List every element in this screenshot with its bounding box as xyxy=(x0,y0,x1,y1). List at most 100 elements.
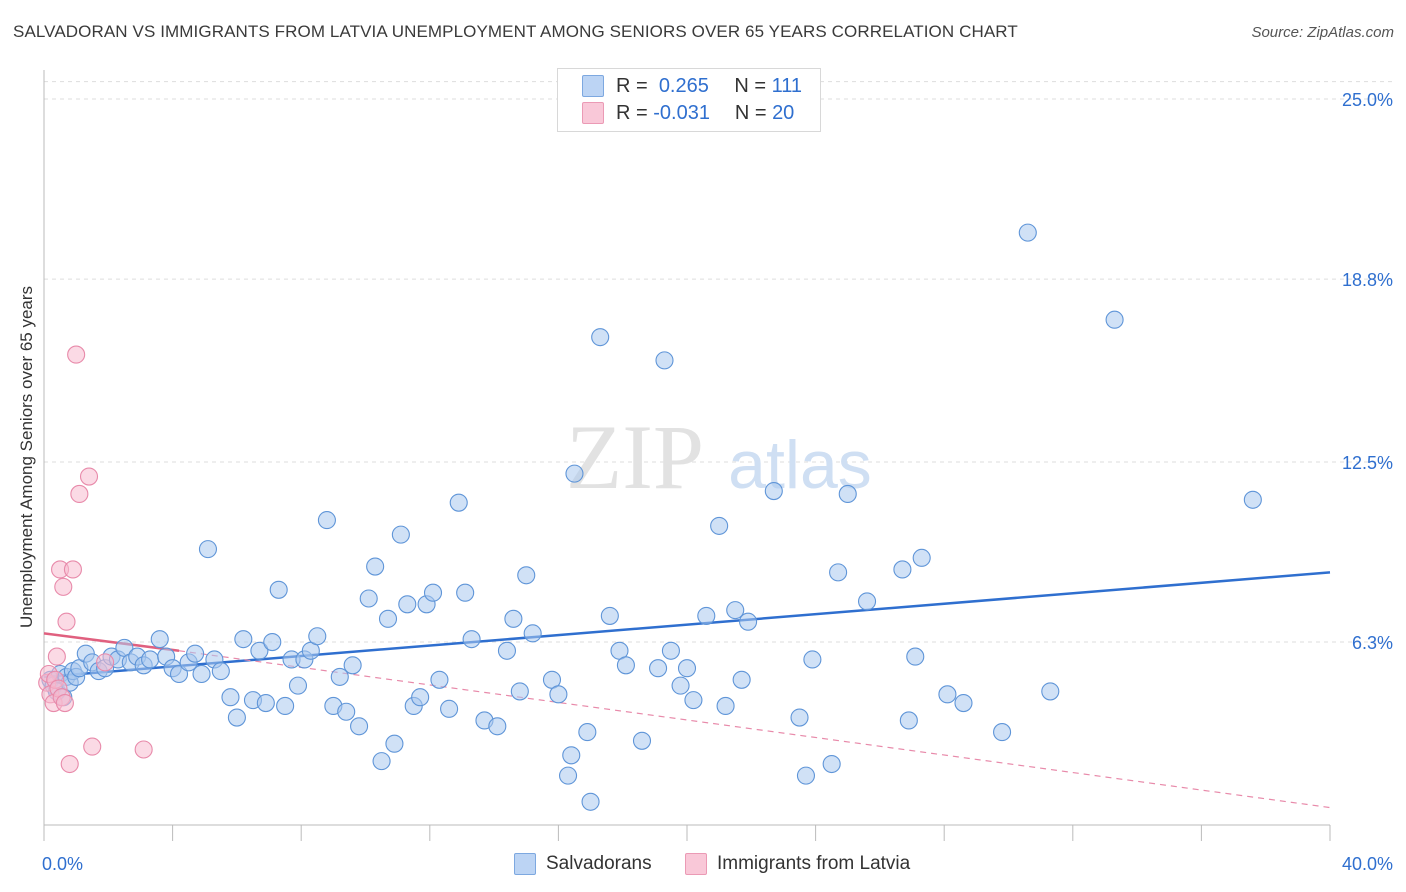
salvadoran-point-79 xyxy=(578,723,597,742)
latvia-point-19 xyxy=(134,740,153,759)
axes xyxy=(43,70,1331,841)
series-label-latvia: Immigrants from Latvia xyxy=(717,853,911,874)
salvadoran-point-103 xyxy=(829,563,848,582)
legend-r-value: -0.031 xyxy=(653,101,710,124)
salvadoran-point-20 xyxy=(141,650,160,669)
salvadoran-point-116 xyxy=(1243,490,1262,509)
latvia-point-11 xyxy=(57,612,76,631)
chart-source: Source: ZipAtlas.com xyxy=(1251,24,1394,41)
legend-row-salvadorans: R = 0.265 N = 111 xyxy=(582,73,802,99)
legend-n-value: 20 xyxy=(772,101,795,124)
salvadoran-point-70 xyxy=(504,609,523,628)
legend-r-label: R = xyxy=(616,74,648,97)
latvia-point-15 xyxy=(70,484,89,504)
salvadoran-point-88 xyxy=(661,641,680,660)
legend-swatch-latvia xyxy=(582,102,604,124)
salvadoran-point-94 xyxy=(716,696,735,715)
x-tick-label-max: 40.0% xyxy=(1342,854,1393,874)
latvia-point-14 xyxy=(67,345,86,364)
salvadoran-point-92 xyxy=(697,606,716,625)
salvadoran-point-84 xyxy=(616,656,635,675)
salvadoran-point-77 xyxy=(562,746,581,765)
salvadoran-point-57 xyxy=(398,595,417,614)
salvadoran-point-47 xyxy=(330,667,349,686)
series-legend-latvia: Immigrants from Latvia xyxy=(685,851,910,877)
salvadoran-point-87 xyxy=(655,351,674,370)
salvadoran-point-33 xyxy=(234,630,253,649)
salvadoran-point-82 xyxy=(600,606,619,625)
salvadoran-point-90 xyxy=(677,659,697,678)
salvadoran-point-97 xyxy=(739,612,758,631)
salvadoran-point-112 xyxy=(993,723,1012,742)
salvadoran-point-63 xyxy=(440,699,459,718)
series-legend-salvadorans: Salvadorans xyxy=(514,851,652,877)
salvadoran-point-55 xyxy=(385,734,404,753)
y-tick-label: 18.8% xyxy=(1342,270,1393,290)
salvadoran-point-101 xyxy=(803,650,822,669)
salvadoran-point-31 xyxy=(221,688,240,707)
salvadoran-point-99 xyxy=(790,708,809,727)
salvadoran-point-36 xyxy=(256,693,275,713)
salvadoran-point-80 xyxy=(581,792,600,811)
y-tick-label: 6.3% xyxy=(1352,633,1393,653)
legend-n-label: N = xyxy=(734,101,767,124)
salvadoran-point-114 xyxy=(1041,682,1060,701)
legend-n-label: N = xyxy=(734,74,767,97)
salvadoran-point-51 xyxy=(359,589,378,608)
salvadoran-point-86 xyxy=(649,659,668,678)
salvadoran-point-21 xyxy=(150,630,169,649)
salvadoran-point-39 xyxy=(276,696,295,715)
salvadoran-point-27 xyxy=(192,664,211,684)
salvadoran-point-107 xyxy=(899,711,918,730)
salvadoran-point-56 xyxy=(391,525,410,544)
legend-r-value: 0.265 xyxy=(658,74,709,97)
salvadoran-point-45 xyxy=(317,511,336,530)
watermark-zip: ZIP xyxy=(566,406,704,508)
salvadoran-point-108 xyxy=(906,647,925,666)
salvadoran-point-59 xyxy=(411,688,430,707)
salvadoran-point-76 xyxy=(558,766,578,785)
salvadoran-point-113 xyxy=(1018,223,1037,242)
salvadoran-point-50 xyxy=(350,717,369,736)
latvia-trend-extension xyxy=(178,650,1331,809)
legend-r-label: R = xyxy=(616,101,648,124)
latvia-point-17 xyxy=(83,737,102,756)
salvadoran-point-38 xyxy=(269,580,288,599)
salvadoran-point-66 xyxy=(462,630,481,649)
salvadoran-point-111 xyxy=(954,693,973,713)
salvadoran-point-104 xyxy=(838,484,857,504)
salvadoran-point-106 xyxy=(893,560,912,579)
salvadoran-point-115 xyxy=(1105,310,1124,329)
series-swatch-latvia xyxy=(685,853,707,875)
latvia-point-9 xyxy=(54,577,73,596)
salvadoran-point-68 xyxy=(488,717,507,736)
gridlines xyxy=(44,81,1395,643)
salvadoran-point-62 xyxy=(430,670,449,689)
correlation-legend: R = 0.265 N = 111 R = -0.031 N = 20 xyxy=(557,68,821,132)
latvia-point-18 xyxy=(96,653,115,672)
salvadoran-point-37 xyxy=(263,633,282,652)
salvadoran-point-28 xyxy=(198,540,218,559)
latvia-point-12 xyxy=(60,754,79,774)
salvadoran-point-78 xyxy=(565,464,584,483)
salvadoran-point-41 xyxy=(288,676,308,695)
salvadoran-point-64 xyxy=(449,493,468,512)
salvadoran-point-35 xyxy=(250,641,269,660)
salvadoran-point-72 xyxy=(517,566,536,585)
salvadoran-point-81 xyxy=(591,328,610,347)
salvadoran-point-49 xyxy=(343,656,362,675)
salvadoran-point-71 xyxy=(510,682,529,701)
series-swatch-salvadorans xyxy=(514,853,536,875)
latvia-point-10 xyxy=(55,693,74,713)
y-tick-labels: 6.3% 12.5% 18.8% 25.0% xyxy=(1342,90,1393,653)
salvadoran-point-91 xyxy=(684,691,703,710)
salvadoran-point-53 xyxy=(372,752,391,771)
salvadoran-point-30 xyxy=(211,662,230,681)
latvia-point-5 xyxy=(47,647,66,666)
y-axis-label: Unemployment Among Seniors over 65 years xyxy=(17,285,36,629)
latvia-trend-line xyxy=(43,632,180,653)
salvadoran-point-100 xyxy=(796,766,816,785)
y-tick-label: 12.5% xyxy=(1342,453,1393,473)
salvadoran-point-96 xyxy=(732,670,751,689)
